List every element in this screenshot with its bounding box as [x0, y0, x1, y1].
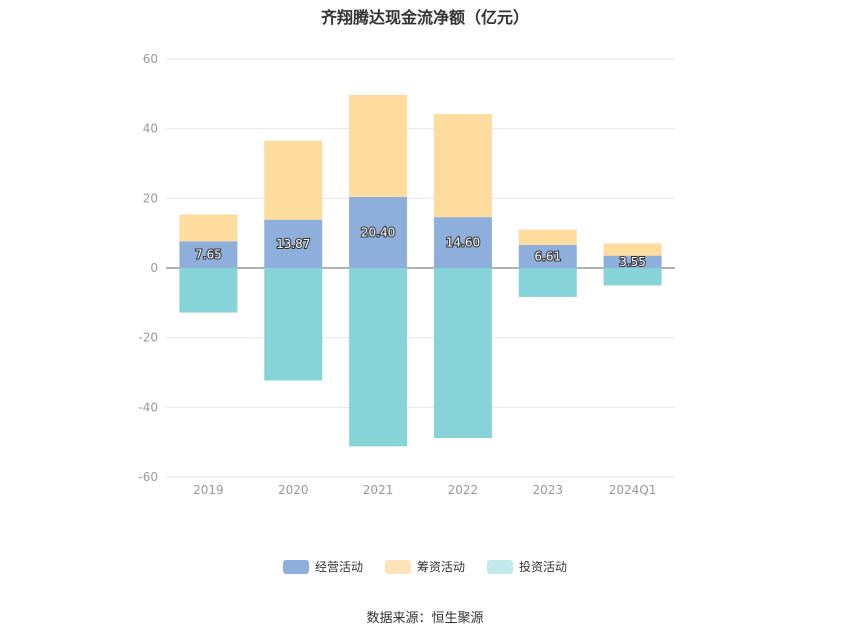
- legend-item-investing[interactable]: 投资活动: [487, 558, 567, 575]
- legend-swatch-financing: [384, 559, 411, 574]
- chart-legend: 经营活动 筹资活动 投资活动: [0, 558, 850, 575]
- y-tick-label: 60: [143, 52, 158, 66]
- legend-label-investing: 投资活动: [519, 560, 568, 574]
- bar-investing: [603, 268, 662, 286]
- legend-swatch-investing: [487, 559, 513, 574]
- legend-swatch-operating: [282, 559, 309, 574]
- y-tick-label: -40: [138, 400, 158, 414]
- y-tick-label: -20: [138, 331, 158, 345]
- bar-financing: [433, 114, 492, 218]
- bar-financing: [518, 229, 577, 245]
- bar-financing: [603, 243, 662, 256]
- x-tick-label: 2021: [363, 483, 394, 497]
- x-tick-label: 2020: [278, 483, 309, 497]
- bar-operating: [433, 217, 492, 268]
- bar-investing: [349, 268, 408, 447]
- x-tick-label: 2022: [448, 483, 479, 497]
- data-label: 13.87: [276, 237, 310, 251]
- data-label: 3.55: [619, 255, 646, 269]
- x-tick-label: 2024Q1: [609, 483, 657, 497]
- legend-item-operating[interactable]: 经营活动: [282, 558, 363, 575]
- data-label: 20.40: [361, 225, 395, 239]
- legend-label-financing: 筹资活动: [416, 560, 465, 574]
- data-source-note: 数据来源：恒生聚源: [366, 611, 484, 626]
- y-tick-label: 0: [150, 261, 158, 275]
- data-label: 7.65: [195, 248, 222, 262]
- chart-plot-area: 60 40 20 0 -20 -40 -60 7.65 2019 13.87 2020 20.40 20…: [138, 52, 675, 497]
- bar-operating: [518, 244, 577, 268]
- x-tick-label: 2019: [193, 483, 224, 497]
- y-tick-label: 40: [143, 122, 158, 136]
- bar-investing: [433, 268, 492, 438]
- legend-item-financing[interactable]: 筹资活动: [384, 558, 465, 575]
- bar-financing: [264, 140, 323, 220]
- bar-investing: [179, 268, 238, 313]
- y-tick-label: 20: [143, 191, 158, 205]
- data-label: 14.60: [446, 236, 480, 250]
- bar-investing: [264, 268, 323, 381]
- bar-operating: [349, 196, 408, 268]
- bar-investing: [518, 268, 577, 297]
- chart-title: 齐翔腾达现金流净额（亿元）: [320, 8, 529, 27]
- bar-operating: [603, 255, 662, 268]
- y-tick-label: -60: [138, 470, 158, 484]
- data-label: 6.61: [534, 249, 561, 263]
- bar-financing: [179, 214, 238, 242]
- x-tick-label: 2023: [532, 483, 563, 497]
- bar-operating: [264, 219, 323, 268]
- bar-financing: [349, 94, 408, 197]
- legend-label-operating: 经营活动: [314, 560, 363, 574]
- bar-operating: [179, 241, 238, 268]
